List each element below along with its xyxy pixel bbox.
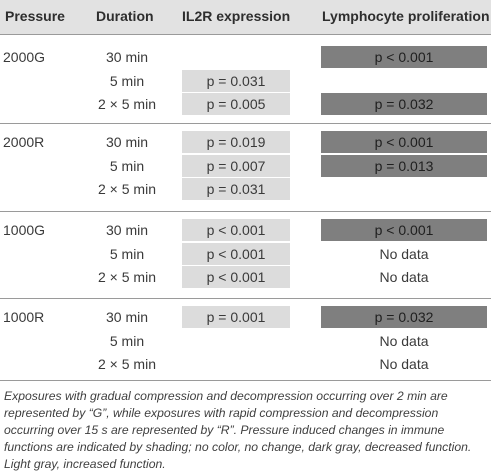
pressure-label: 1000G [3,222,46,238]
lymphocyte-cell: p < 0.001 [321,131,487,153]
group-separator [0,298,491,299]
lymphocyte-cell: No data [379,245,429,262]
duration-cell: 2 × 5 min [98,269,156,285]
group-separator [0,123,491,124]
header-pressure: Pressure [5,8,65,24]
footnote: Exposures with gradual compression and d… [4,389,472,471]
lymphocyte-cell: No data [379,332,429,349]
lymphocyte-cell: No data [379,269,429,285]
table-header: Pressure Duration IL2R expression Lympho… [0,0,491,35]
lymphocyte-cell: p = 0.032 [321,93,487,115]
header-il2r: IL2R expression [182,8,291,24]
pressure-label: 2000G [3,49,46,65]
lymphocyte-cell: p < 0.001 [321,46,487,68]
il2r-cell: p = 0.019 [182,131,290,153]
il2r-cell: p = 0.005 [182,93,290,115]
duration-cell: 2 × 5 min [98,356,156,372]
il2r-cell: p < 0.001 [182,219,290,241]
duration-cell: 30 min [105,49,149,65]
il2r-cell: p < 0.001 [182,266,290,288]
lymphocyte-cell: No data [379,356,429,372]
duration-cell: 5 min [109,245,145,262]
duration-cell: 30 min [105,222,149,238]
duration-cell: 5 min [109,332,145,349]
pressure-label: 2000R [3,134,45,150]
duration-cell: 5 min [109,72,145,89]
lymphocyte-cell: p < 0.001 [321,219,487,241]
il2r-cell: p < 0.001 [182,242,290,265]
il2r-cell: p = 0.031 [182,178,290,200]
duration-cell: 2 × 5 min [98,181,156,197]
il2r-cell: p = 0.001 [182,306,290,328]
lymphocyte-cell: p = 0.013 [321,154,487,177]
duration-cell: 2 × 5 min [98,96,156,112]
il2r-cell: p = 0.007 [182,154,290,177]
lymphocyte-cell: p = 0.032 [321,306,487,328]
pressure-label: 1000R [3,309,45,325]
il2r-cell: p = 0.031 [182,69,290,92]
group-separator [0,211,491,212]
duration-cell: 30 min [105,309,149,325]
header-lymphocyte: Lymphocyte proliferation [322,8,490,24]
table-bottom-rule [0,380,491,381]
duration-cell: 5 min [109,157,145,174]
header-duration: Duration [96,8,154,24]
duration-cell: 30 min [105,134,149,150]
